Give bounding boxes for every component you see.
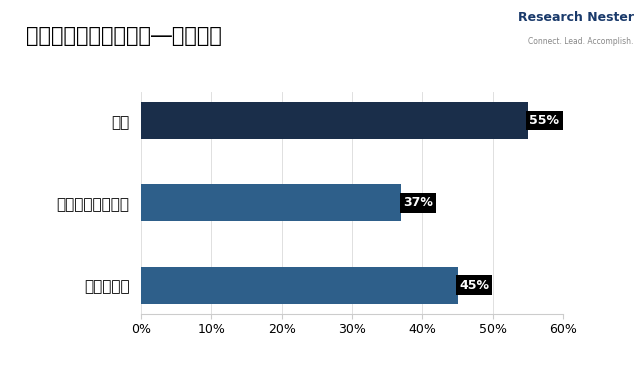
Text: Research Nester: Research Nester (518, 11, 634, 24)
Bar (141, 102, 528, 139)
Text: 45%: 45% (459, 279, 489, 292)
Text: Connect. Lead. Accomplish.: Connect. Lead. Accomplish. (528, 37, 634, 46)
Bar (141, 267, 458, 304)
Text: 55%: 55% (529, 114, 559, 127)
Bar (141, 184, 401, 221)
Text: 37%: 37% (403, 196, 433, 210)
Text: 穿刺排水システム市場―地域貢献: 穿刺排水システム市場―地域貢献 (26, 26, 221, 46)
